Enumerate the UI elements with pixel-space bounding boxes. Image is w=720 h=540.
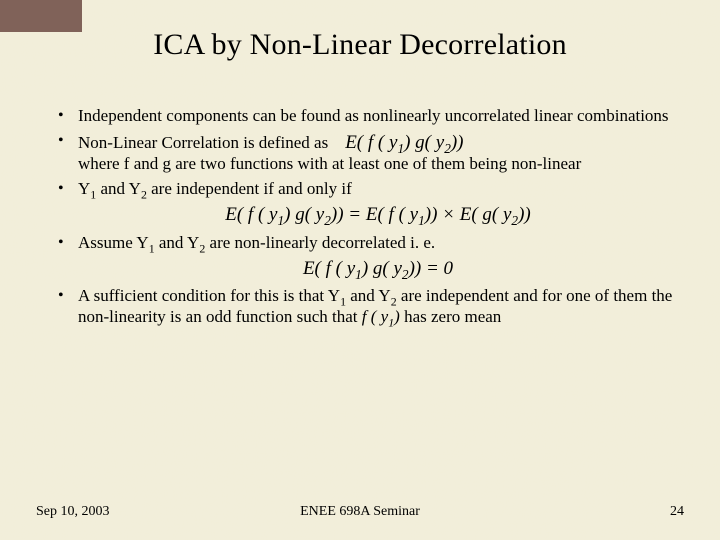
bullet-3-formula: E( f ( y1) g( y2)) = E( f ( y1)) × E( g(… xyxy=(78,203,678,226)
bullet-4-tail: are non-linearly decorrelated i. e. xyxy=(205,233,435,252)
bullet-item-5: A sufficient condition for this is that … xyxy=(56,286,678,327)
s4c: 1 xyxy=(355,267,362,282)
f3e: )) xyxy=(518,204,531,225)
bullet-2-tail: where f and g are two functions with at … xyxy=(78,154,581,173)
bullet-3-lead: Y xyxy=(78,179,90,198)
f4b: ) g( y xyxy=(362,258,402,279)
slide-content: ICA by Non-Linear Decorrelation Independ… xyxy=(0,0,720,328)
bullet-5-formula: f ( y1) xyxy=(362,307,400,326)
f3d: )) × E( g( y xyxy=(425,204,512,225)
bullet-3-tail: are independent if and only if xyxy=(147,179,352,198)
f4c: )) = 0 xyxy=(409,258,453,279)
f3b: ) g( y xyxy=(284,204,324,225)
f3a: E( f ( y xyxy=(225,204,277,225)
s3c: 1 xyxy=(418,213,425,228)
bullet-item-1: Independent components can be found as n… xyxy=(56,106,678,127)
bullet-5-a: A sufficient condition for this is that … xyxy=(78,286,340,305)
bullet-5-d: has zero mean xyxy=(400,307,501,326)
corner-artifact xyxy=(0,0,82,32)
bullet-3-mid: and Y xyxy=(96,179,141,198)
f-part-a: E( f ( y xyxy=(345,132,397,153)
footer-page-number: 24 xyxy=(670,504,684,520)
f-part-c: )) xyxy=(451,132,464,153)
footer-seminar: ENEE 698A Seminar xyxy=(300,504,420,520)
bullet-4-mid: and Y xyxy=(155,233,200,252)
bullet-1-text: Independent components can be found as n… xyxy=(78,106,669,125)
s4d: 2 xyxy=(402,267,409,282)
f-part-b: ) g( y xyxy=(404,132,444,153)
bullet-item-3: Y 1 and Y 2 are independent if and only if… xyxy=(56,179,678,227)
f3c: )) = E( f ( y xyxy=(331,204,418,225)
bullet-4-lead: Assume Y xyxy=(78,233,149,252)
bullet-item-2: Non-Linear Correlation is defined as E( … xyxy=(56,131,678,175)
bullet-5-b: and Y xyxy=(346,286,391,305)
f5a: f ( y xyxy=(362,307,388,326)
footer: Sep 10, 2003 ENEE 698A Seminar 24 xyxy=(0,504,720,520)
bullet-4-formula: E( f ( y1) g( y2)) = 0 xyxy=(78,257,678,280)
s3b: 2 xyxy=(324,213,331,228)
bullet-2-formula: E( f ( y1) g( y2)) xyxy=(345,132,463,153)
bullet-list: Independent components can be found as n… xyxy=(56,106,678,328)
footer-date: Sep 10, 2003 xyxy=(36,504,110,520)
slide-title: ICA by Non-Linear Decorrelation xyxy=(42,28,678,62)
bullet-item-4: Assume Y 1 and Y 2 are non-linearly decorr… xyxy=(56,233,678,281)
f4a: E( f ( y xyxy=(303,258,355,279)
bullet-2-lead: Non-Linear Correlation is defined as xyxy=(78,133,328,152)
